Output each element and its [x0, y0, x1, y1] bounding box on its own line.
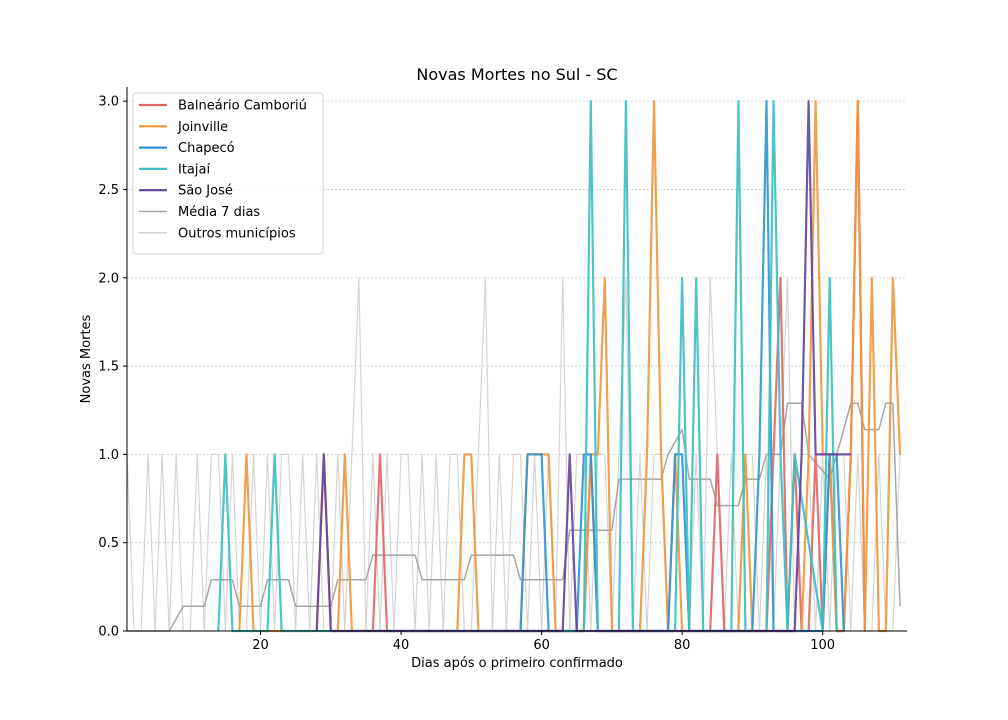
legend-label-sao-jose: São José: [178, 184, 233, 199]
series-line-outros-municipios: [126, 277, 901, 632]
y-tick-label: 1.0: [98, 448, 119, 463]
x-tick-label: 40: [393, 638, 410, 653]
legend-box: [132, 92, 324, 255]
y-tick-label: 0.0: [98, 625, 119, 640]
series-line-media-7-dias: [127, 402, 901, 632]
y-axis-label: Novas Mortes: [79, 314, 94, 403]
legend-label-chapeco: Chapecó: [178, 141, 235, 156]
x-ticks: 20 40 60 80 100: [252, 631, 835, 653]
legend-label-balneario-camboriu: Balneário Camboriú: [178, 99, 307, 114]
y-tick-label: 2.5: [98, 183, 119, 198]
x-tick-label: 60: [533, 638, 550, 653]
y-ticks: 0.0 0.5 1.0 1.5 2.0 2.5 3.0: [98, 95, 127, 640]
series-line-itajai: [217, 99, 838, 633]
y-tick-label: 1.5: [98, 360, 119, 375]
legend: Balneário Camboriú Joinville Chapecó Itajaí…: [132, 92, 324, 255]
x-tick-label: 80: [674, 638, 691, 653]
y-tick-label: 0.5: [98, 536, 119, 551]
x-tick-label: 20: [252, 638, 269, 653]
axes-layer: [126, 87, 907, 632]
y-tick-label: 3.0: [98, 95, 119, 110]
chart-title: Novas Mortes no Sul - SC: [416, 65, 617, 84]
legend-label-outros-municipios: Outros municípios: [178, 226, 296, 241]
legend-label-media-7-dias: Média 7 dias: [178, 205, 260, 220]
y-tick-label: 2.0: [98, 271, 119, 286]
legend-label-itajai: Itajaí: [178, 162, 210, 177]
legend-label-joinville: Joinville: [177, 120, 228, 135]
x-tick-label: 100: [810, 638, 835, 653]
x-axis-label: Dias após o primeiro confirmado: [411, 656, 623, 671]
